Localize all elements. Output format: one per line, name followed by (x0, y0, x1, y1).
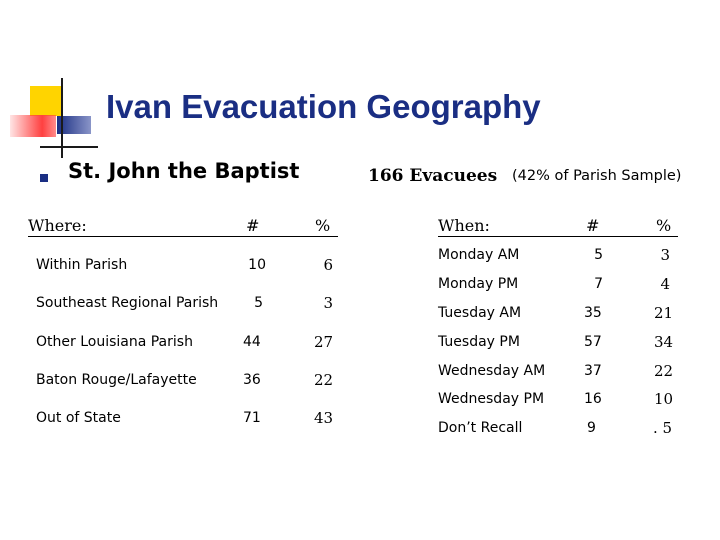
logo-blue-square (57, 116, 91, 134)
logo-horizontal-line (40, 146, 98, 148)
where-row-label: Other Louisiana Parish (36, 334, 193, 350)
where-count-underline (226, 236, 312, 237)
when-row-count: 9 (587, 420, 596, 436)
logo-yellow-square (30, 86, 62, 116)
where-row-count: 71 (243, 410, 261, 426)
when-row-label: Tuesday PM (438, 334, 520, 350)
when-row-count: 37 (584, 363, 602, 379)
when-header-pct: % (656, 216, 672, 235)
where-row-count: 5 (254, 295, 263, 311)
where-row-pct: 43 (314, 409, 334, 427)
when-row-pct: 4 (660, 275, 670, 293)
where-row-count: 44 (243, 334, 261, 350)
when-header-underline (438, 236, 572, 237)
evacuee-count: 166 Evacuees (368, 166, 498, 186)
bullet-icon (40, 174, 48, 182)
when-row-count: 57 (584, 334, 602, 350)
where-row-pct: 3 (323, 294, 333, 312)
where-row-pct: 22 (314, 371, 334, 389)
where-header-count: # (246, 216, 260, 235)
page-title: Ivan Evacuation Geography (106, 88, 541, 125)
evacuee-note: (42% of Parish Sample) (512, 168, 682, 184)
logo-red-bar (10, 115, 56, 137)
when-row-pct: 22 (654, 362, 674, 380)
when-row-count: 5 (594, 247, 603, 263)
where-header-label: Where: (28, 216, 87, 235)
where-row-count: 10 (248, 257, 266, 273)
where-row-pct: 6 (323, 256, 333, 274)
when-row-label: Wednesday AM (438, 363, 546, 379)
when-row-pct: . 5 (653, 419, 673, 437)
when-row-label: Monday AM (438, 247, 520, 263)
when-row-count: 35 (584, 305, 602, 321)
where-row-label: Out of State (36, 410, 121, 426)
when-row-label: Wednesday PM (438, 391, 545, 407)
where-header-pct: % (315, 216, 331, 235)
where-row-label: Baton Rouge/Lafayette (36, 372, 197, 388)
where-header-underline (28, 236, 226, 237)
when-row-pct: 10 (654, 390, 674, 408)
where-row-label: Within Parish (36, 257, 128, 273)
when-row-pct: 21 (654, 304, 674, 322)
when-row-count: 7 (594, 276, 603, 292)
where-row-pct: 27 (314, 333, 334, 351)
where-row-count: 36 (243, 372, 261, 388)
when-pct-underline (620, 236, 678, 237)
slide-logo (0, 0, 110, 160)
when-header-count: # (586, 216, 600, 235)
when-row-label: Tuesday AM (438, 305, 522, 321)
when-row-label: Don’t Recall (438, 420, 523, 436)
where-pct-underline (312, 236, 338, 237)
where-row-label: Southeast Regional Parish (36, 295, 219, 311)
when-row-count: 16 (584, 391, 602, 407)
subtitle: St. John the Baptist (68, 159, 300, 183)
when-row-label: Monday PM (438, 276, 519, 292)
when-header-label: When: (438, 216, 490, 235)
when-row-pct: 3 (660, 246, 670, 264)
logo-vertical-line (61, 78, 63, 158)
when-row-pct: 34 (654, 333, 674, 351)
when-count-underline (572, 236, 620, 237)
